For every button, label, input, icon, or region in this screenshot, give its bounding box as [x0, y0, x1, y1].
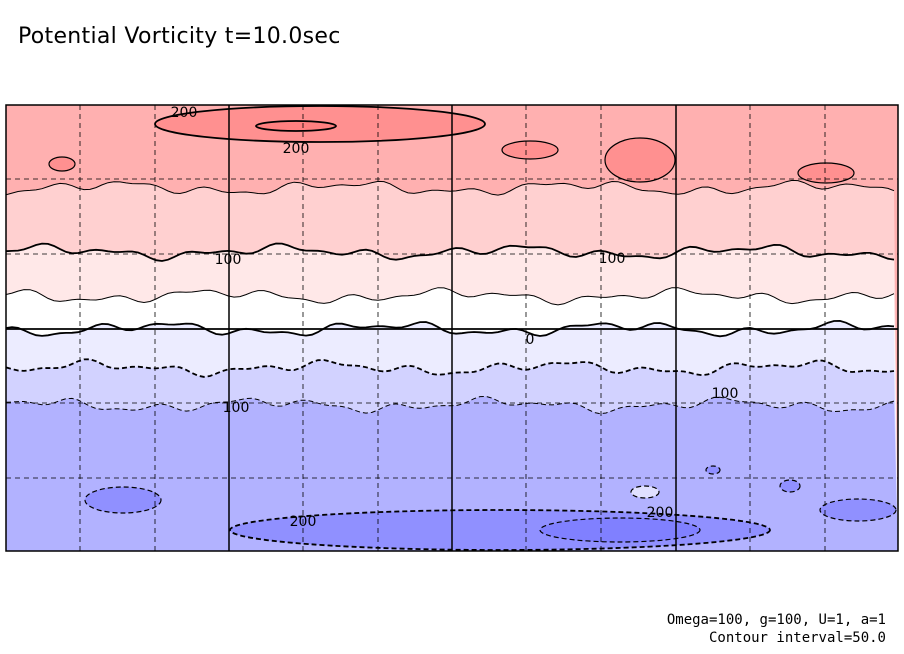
- contour-line: [6, 287, 895, 306]
- contour-line: [6, 242, 895, 262]
- contour-lines: [6, 179, 895, 415]
- plot-frame: [5, 104, 899, 552]
- vortex-blob: [48, 156, 76, 172]
- vortex-blob: [255, 120, 337, 132]
- contour-label: 200: [647, 505, 674, 521]
- contour-line: [6, 395, 895, 415]
- chart-title: Potential Vorticity t=10.0sec: [18, 24, 341, 49]
- contour-label: 200: [283, 141, 310, 157]
- vortex-blob: [539, 517, 701, 543]
- contour-interval-caption: Contour interval=50.0: [708, 630, 886, 646]
- vortex-blobs: [48, 105, 897, 551]
- contour-label: 100: [712, 386, 739, 402]
- parameter-caption: Omega=100, g=100, U=1, a=1: [666, 612, 886, 628]
- contour-label: 100: [215, 252, 242, 268]
- contour-label: 100: [599, 251, 626, 267]
- vortex-blob: [819, 498, 897, 522]
- contour-line: [6, 358, 895, 378]
- vortex-blob: [84, 486, 162, 514]
- contour-label-layer: 200 200 100 100 0 100 100 200 200: [171, 105, 739, 530]
- vortex-blob: [797, 162, 855, 184]
- grid-lines: [6, 105, 898, 551]
- vortex-blob: [630, 485, 660, 499]
- vortex-blob: [501, 140, 559, 160]
- vortex-blob: [604, 137, 676, 183]
- contour-line: [6, 179, 895, 196]
- contour-label: 100: [223, 400, 250, 416]
- contour-label: 200: [171, 105, 198, 121]
- contour-label: 200: [290, 514, 317, 530]
- vortex-blob: [779, 479, 801, 493]
- vortex-blob: [705, 465, 721, 475]
- contour-label: 0: [526, 332, 535, 348]
